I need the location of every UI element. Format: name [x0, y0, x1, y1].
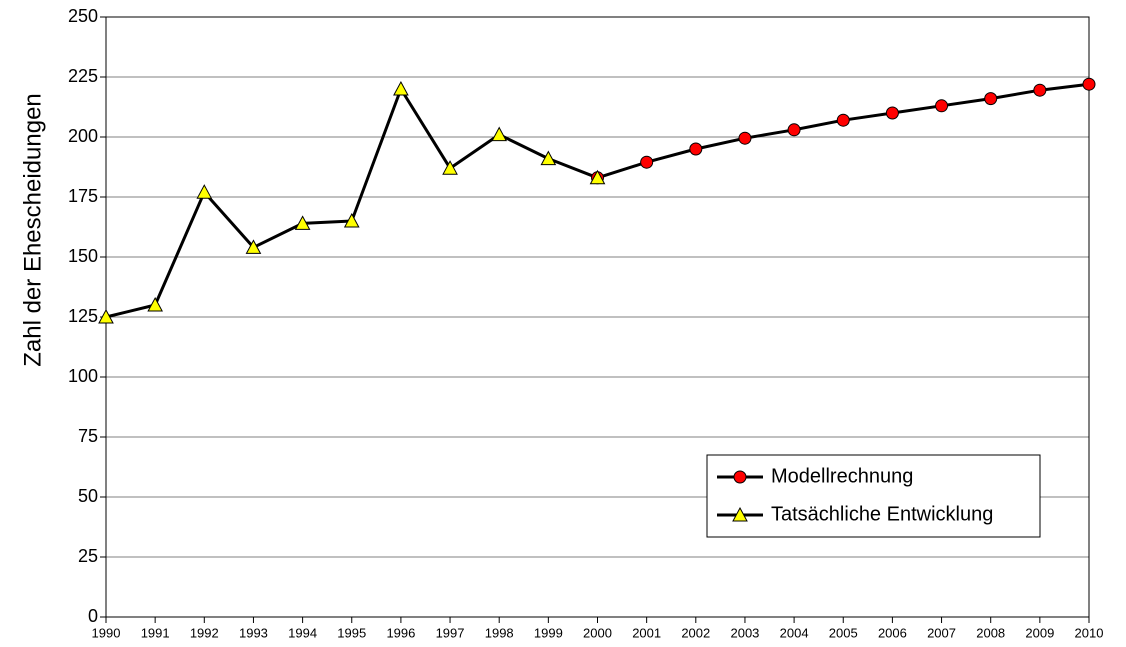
x-tick-label: 1995 [337, 625, 366, 640]
y-axis-label: Zahl der Ehescheidungen [19, 93, 46, 367]
data-point [196, 184, 213, 199]
y-tick-label: 0 [88, 606, 98, 626]
y-tick-label: 100 [68, 366, 98, 386]
data-point [540, 150, 557, 166]
data-point [640, 155, 654, 169]
y-tick-label: 150 [68, 246, 98, 266]
y-tick-label: 175 [68, 186, 98, 206]
y-tick-label: 200 [68, 126, 98, 146]
series-line [597, 82, 1090, 180]
y-tick-label: 225 [68, 66, 98, 86]
data-point [245, 239, 262, 254]
data-point [984, 92, 998, 106]
x-tick-label: 1990 [92, 625, 121, 640]
y-tick-label: 250 [68, 6, 98, 26]
legend-marker [733, 470, 747, 484]
y-tick-label: 25 [78, 546, 98, 566]
x-tick-label: 2000 [583, 625, 612, 640]
x-tick-label: 1996 [386, 625, 415, 640]
x-tick-label: 2006 [878, 625, 907, 640]
x-tick-label: 2009 [1025, 625, 1054, 640]
y-tick-label: 50 [78, 486, 98, 506]
x-tick-label: 1991 [141, 625, 170, 640]
data-point [787, 123, 801, 137]
legend-label: Modellrechnung [771, 465, 913, 487]
x-tick-label: 1992 [190, 625, 219, 640]
data-point [442, 160, 458, 175]
y-tick-label: 125 [68, 306, 98, 326]
data-point [738, 131, 752, 145]
data-point [935, 99, 949, 113]
data-point [98, 308, 114, 324]
x-tick-label: 2003 [730, 625, 759, 640]
data-point [491, 126, 508, 142]
y-tick-label: 75 [78, 426, 98, 446]
x-tick-label: 1994 [288, 625, 317, 640]
x-tick-label: 2001 [632, 625, 661, 640]
data-point [689, 142, 703, 156]
x-tick-label: 2007 [927, 625, 956, 640]
x-tick-label: 2002 [681, 625, 710, 640]
data-point [294, 215, 311, 230]
x-tick-label: 2008 [976, 625, 1005, 640]
data-point [1082, 77, 1096, 91]
x-tick-label: 1997 [436, 625, 465, 640]
data-point [1033, 83, 1047, 97]
x-tick-label: 1993 [239, 625, 268, 640]
x-tick-label: 2004 [780, 625, 809, 640]
x-tick-label: 1998 [485, 625, 514, 640]
legend-box [706, 454, 1041, 538]
data-point [393, 80, 409, 96]
data-point [885, 106, 899, 120]
legend-label: Tatsächliche Entwicklung [771, 503, 993, 525]
x-tick-label: 2005 [829, 625, 858, 640]
data-point [147, 296, 163, 312]
series-line [105, 87, 599, 319]
data-point [836, 113, 850, 127]
x-tick-label: 1999 [534, 625, 563, 640]
x-tick-label: 2010 [1075, 625, 1104, 640]
data-point [589, 169, 606, 185]
data-point [343, 212, 360, 228]
legend-marker [732, 506, 748, 522]
